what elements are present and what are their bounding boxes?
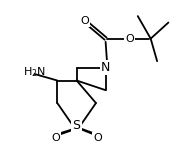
Text: O: O	[125, 34, 134, 44]
Text: H$_2$N: H$_2$N	[23, 66, 47, 79]
Text: N: N	[101, 61, 110, 74]
Text: O: O	[93, 133, 102, 143]
Text: O: O	[80, 16, 89, 26]
Text: O: O	[51, 133, 60, 143]
Text: S: S	[73, 119, 81, 132]
